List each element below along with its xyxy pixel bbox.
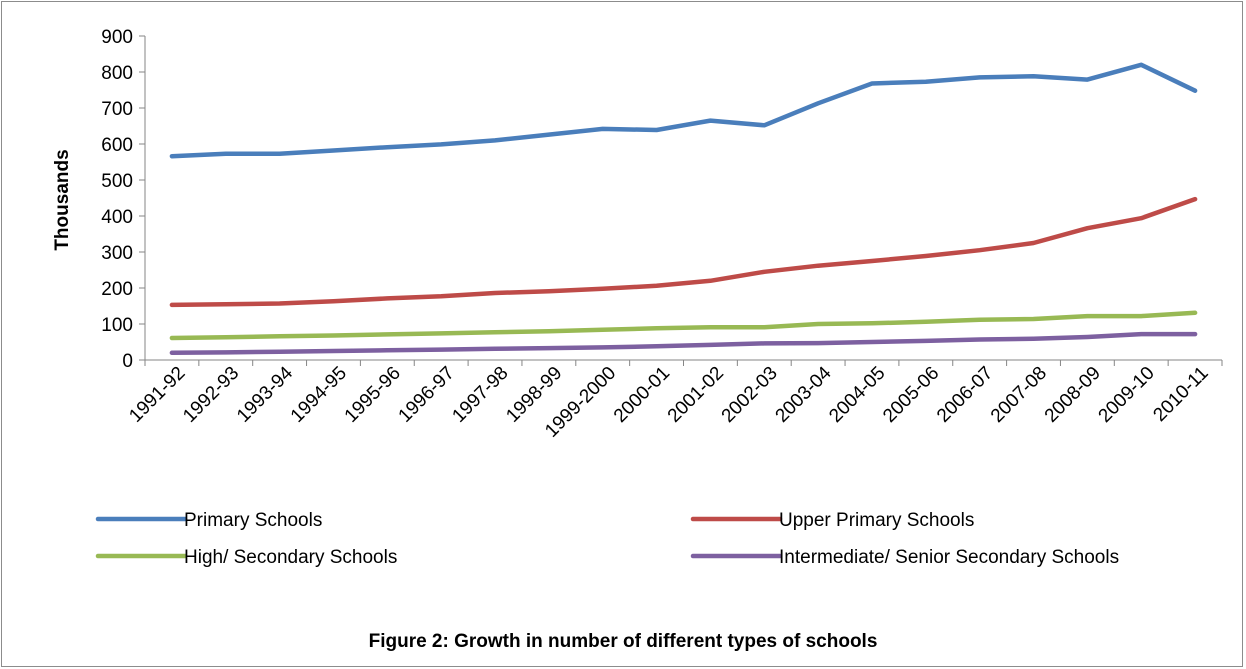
x-tick-label: 2002-03 [718,363,782,427]
x-tick-label: 2000-01 [610,363,674,427]
legend-label: Intermediate/ Senior Secondary Schools [779,547,1119,568]
series-lines [169,62,1198,356]
y-tick-label: 600 [101,135,133,156]
y-tick-label: 300 [101,243,133,264]
y-tick-label: 400 [101,207,133,228]
x-tick-label: 1993-94 [233,362,297,426]
y-tick-label: 200 [101,279,133,300]
x-tick-label: 2008-09 [1041,363,1105,427]
x-tick-label: 1992-93 [179,363,243,427]
legend-label: High/ Secondary Schools [184,547,397,568]
x-tick-label: 1996-97 [395,363,459,427]
series-line [169,331,1198,356]
x-tick-label: 2003-04 [772,362,836,426]
series-line [169,62,1198,159]
x-tick-label: 1994-95 [287,363,351,427]
y-axis-ticks: 0 100 200 300 400 500 600 700 800 900 [101,27,145,372]
legend: Primary Schools Upper Primary Schools High… [95,510,1119,568]
x-tick-label: 1995-96 [341,363,405,427]
chart-axes [144,36,1222,361]
x-tick-label: 1997-98 [448,363,512,427]
x-tick-label: 1991-92 [125,363,189,427]
x-tick-label: 2004-05 [825,363,889,427]
legend-label: Upper Primary Schools [779,510,974,531]
y-tick-label: 900 [101,27,133,48]
chart-title: Figure 2: Growth in number of different … [369,631,878,652]
x-tick-label: 2007-08 [987,363,1051,427]
series-line [169,310,1198,341]
x-tick-label: 2010-11 [1149,363,1212,426]
x-tick-label: 2009-10 [1095,363,1159,427]
y-tick-label: 500 [101,171,133,192]
y-axis-label: Thousands [52,149,73,250]
y-tick-label: 100 [101,315,133,336]
x-tick-label: 2001-02 [664,363,728,427]
x-tick-label: 2005-06 [879,363,943,427]
y-tick-label: 700 [101,99,133,120]
series-line [169,196,1198,308]
x-axis-ticks: 1991-921992-931993-941994-951995-961996-… [125,360,1223,442]
y-tick-label: 800 [101,63,133,84]
x-tick-label: 2006-07 [933,363,997,427]
legend-label: Primary Schools [184,510,322,531]
y-tick-label: 0 [122,351,133,372]
